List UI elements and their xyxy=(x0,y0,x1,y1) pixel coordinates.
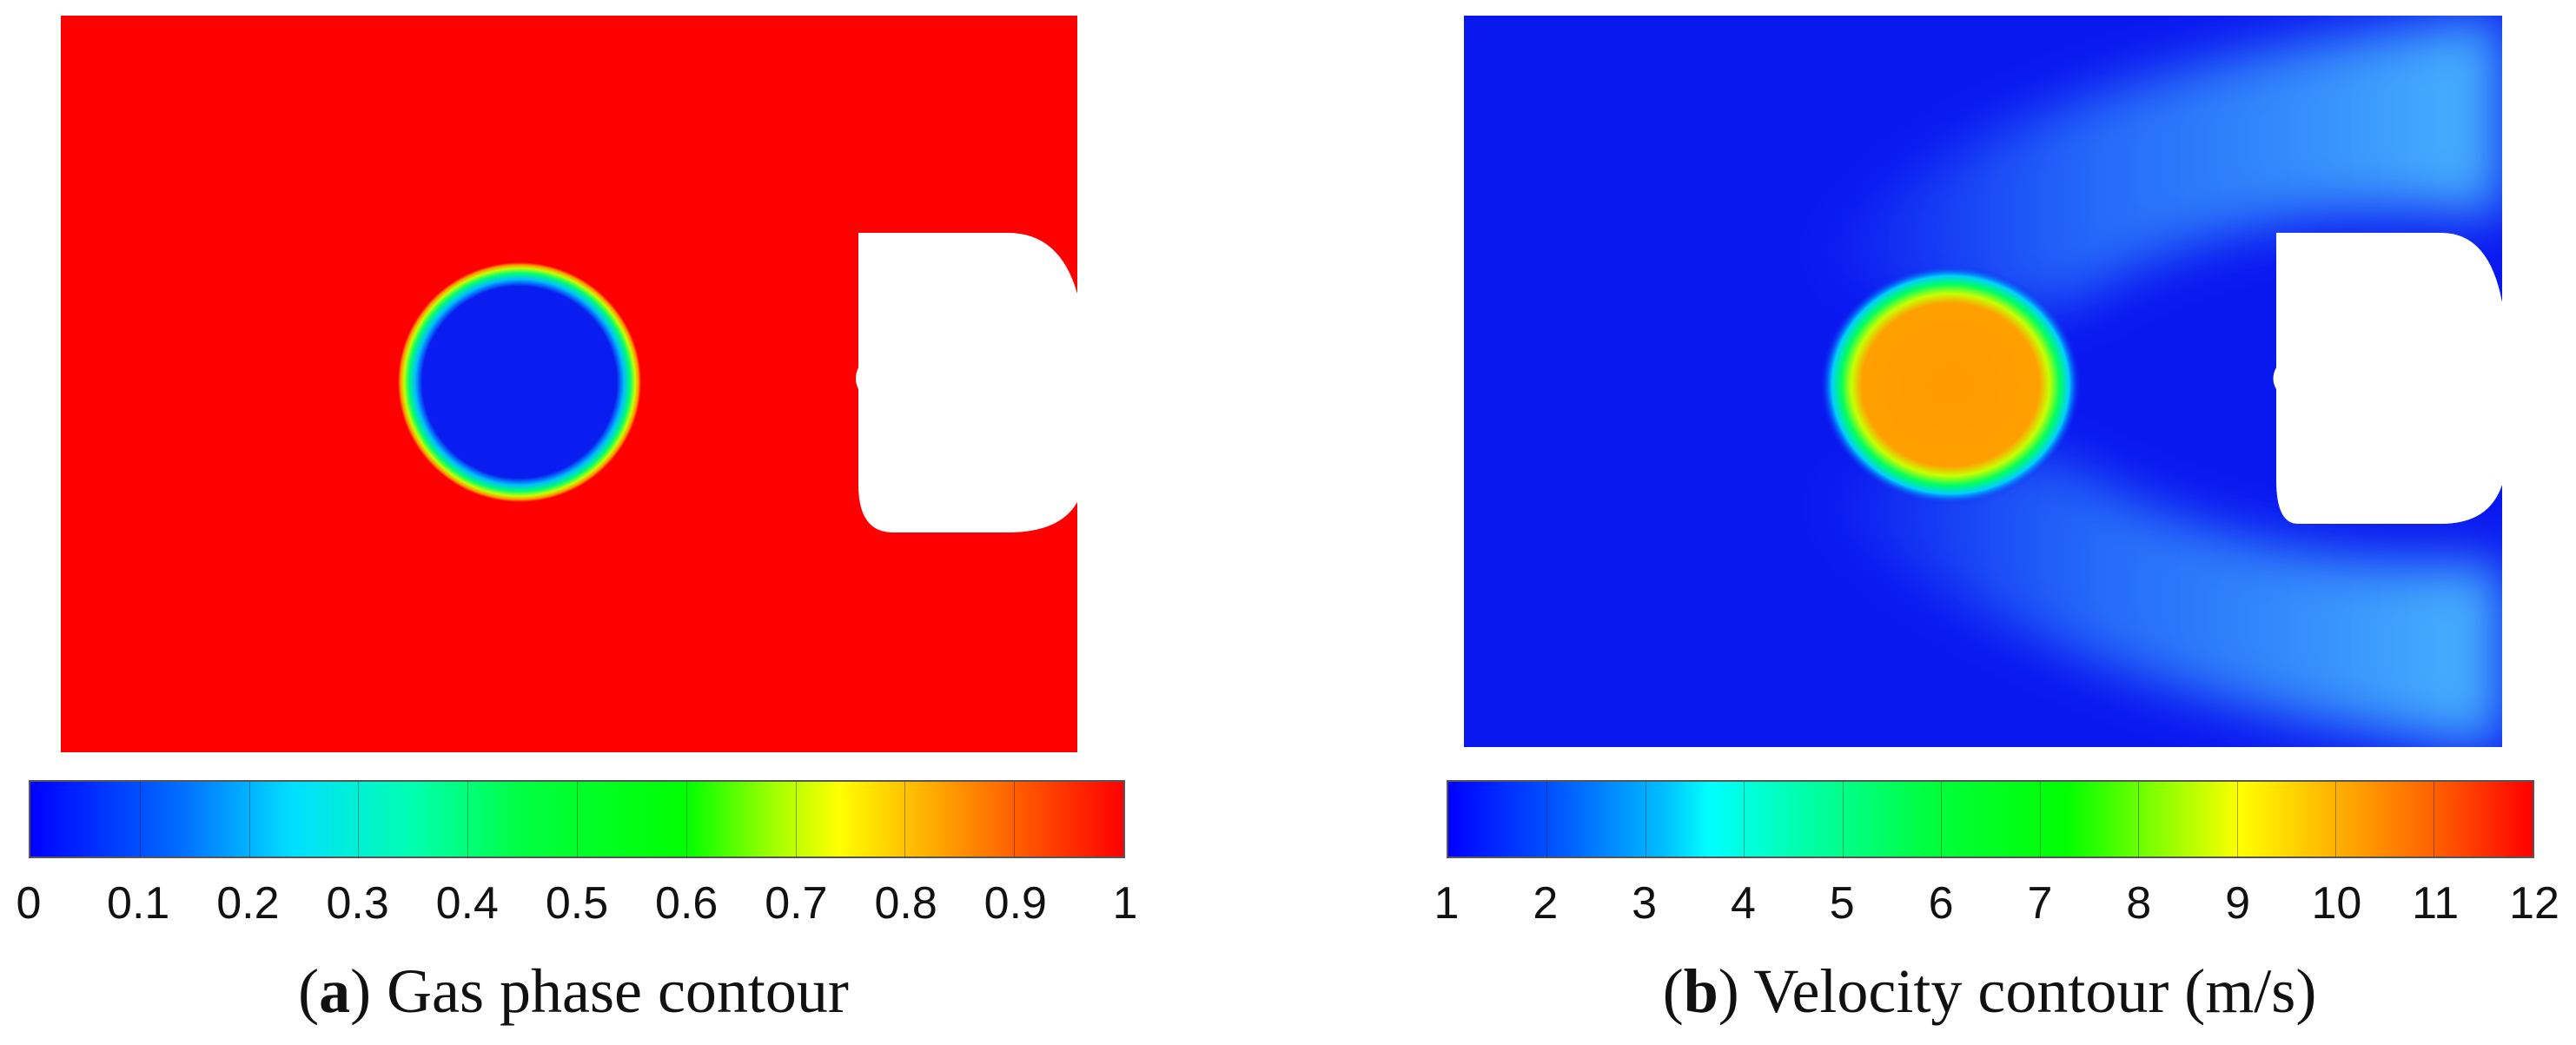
colorbar-tick-label: 0.7 xyxy=(765,878,828,929)
colorbar-tick-label: 12 xyxy=(2509,878,2559,929)
velocity-contour-field xyxy=(1464,16,2502,747)
caption-a-letter: a xyxy=(319,956,351,1026)
colorbar-tick-label: 1 xyxy=(1434,878,1460,929)
colorbar-b xyxy=(1447,780,2534,858)
colorbar-tick-label: 1 xyxy=(1112,878,1138,929)
colorbar-tick-label: 8 xyxy=(2126,878,2152,929)
colorbar-tick-label: 3 xyxy=(1632,878,1658,929)
colorbar-tick-label: 0.9 xyxy=(983,878,1047,929)
caption-b: (b) Velocity contour (m/s) xyxy=(1662,956,2317,1026)
colorbar-tick-label: 0.4 xyxy=(435,878,499,929)
high-velocity-bubble xyxy=(1820,265,2081,505)
upper-wake-band xyxy=(1811,16,2502,310)
obstacle-cutout xyxy=(856,233,1077,532)
caption-b-text: Velocity contour (m/s) xyxy=(1753,956,2317,1026)
colorbar-tick-label: 6 xyxy=(1928,878,1954,929)
colorbar-tick-label: 7 xyxy=(2027,878,2053,929)
colorbar-tick-label: 11 xyxy=(2412,878,2460,929)
colorbar-tick-label: 0.2 xyxy=(216,878,280,929)
colorbar-tick-label: 0 xyxy=(16,878,42,929)
colorbar-tick-label: 4 xyxy=(1730,878,1756,929)
gas-bubble xyxy=(398,262,641,502)
caption-a: (a) Gas phase contour xyxy=(298,956,849,1026)
colorbar-tick-label: 0.3 xyxy=(326,878,389,929)
colorbar-tick-label: 0.1 xyxy=(107,878,170,929)
colorbar-a xyxy=(29,780,1125,858)
colorbar-tick-label: 9 xyxy=(2225,878,2250,929)
colorbar-tick-label: 0.5 xyxy=(545,878,609,929)
colorbar-tick-label: 5 xyxy=(1829,878,1855,929)
gas-phase-contour-field xyxy=(61,16,1077,752)
colorbar-tick-label: 2 xyxy=(1533,878,1559,929)
gas-phase-contour-plot xyxy=(61,16,1077,752)
lower-wake-band xyxy=(1811,452,2502,747)
velocity-contour-plot xyxy=(1464,16,2502,747)
caption-a-text: Gas phase contour xyxy=(387,956,849,1026)
caption-b-letter: b xyxy=(1683,956,1718,1026)
colorbar-tick-label: 10 xyxy=(2311,878,2362,929)
colorbar-tick-label: 0.8 xyxy=(874,878,937,929)
colorbar-tick-label: 0.6 xyxy=(655,878,718,929)
obstacle-cutout xyxy=(2273,233,2502,524)
